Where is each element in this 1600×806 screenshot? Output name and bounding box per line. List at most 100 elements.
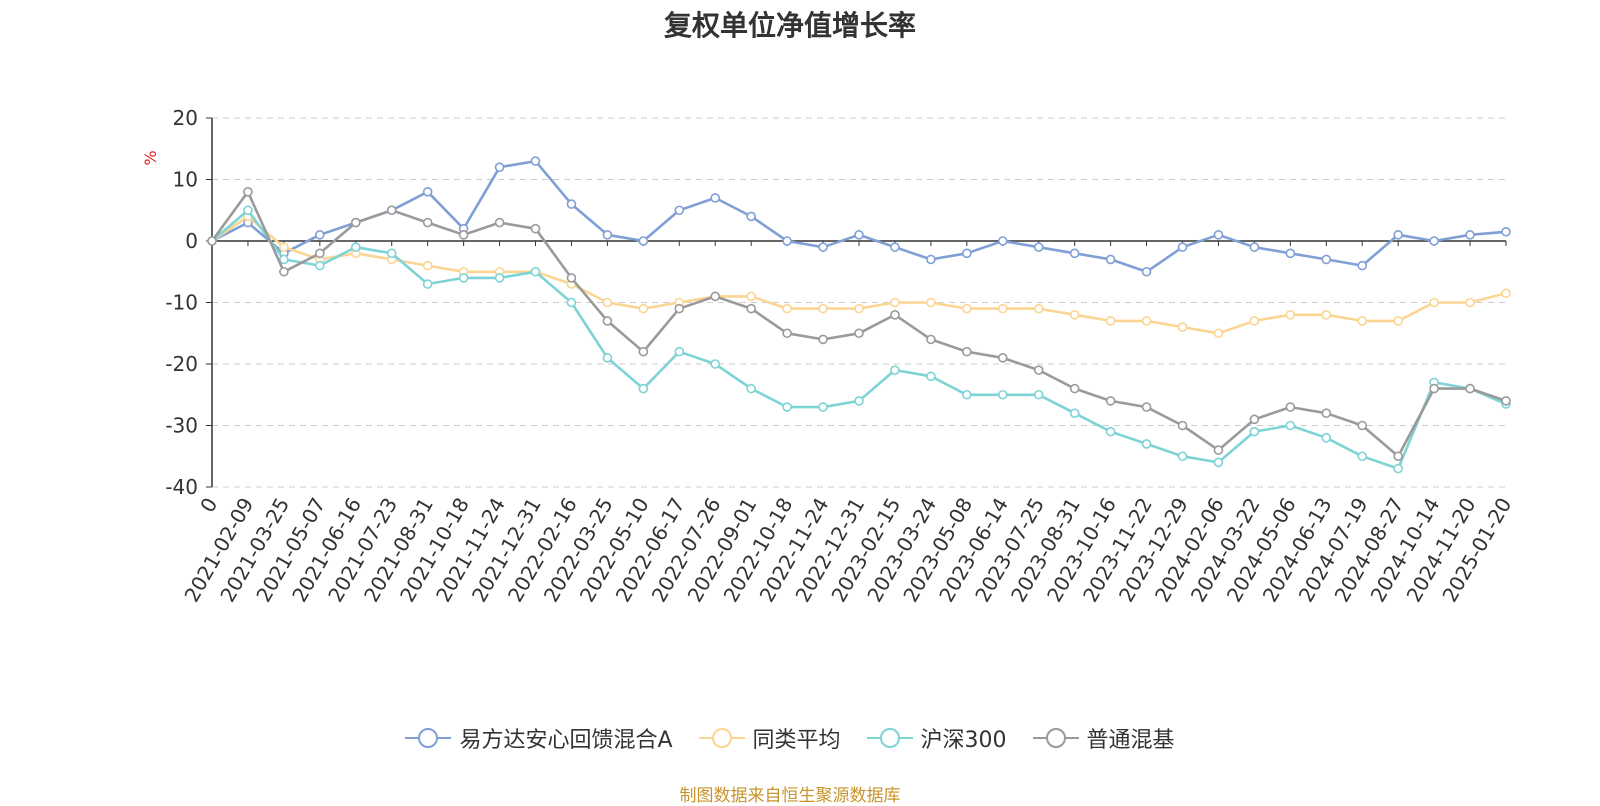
series-point — [1105, 426, 1116, 437]
series-point — [1033, 365, 1044, 375]
series-point — [315, 248, 325, 259]
series-point — [494, 217, 505, 228]
series-point — [674, 346, 685, 357]
series-point — [386, 205, 397, 216]
series-point — [566, 297, 577, 308]
series-point — [315, 260, 325, 271]
series-point — [279, 254, 289, 265]
series-point — [1393, 451, 1403, 462]
series-point — [1321, 432, 1332, 443]
series-point — [1069, 408, 1080, 419]
series-point — [710, 359, 721, 369]
y-tick-label: -40 — [165, 475, 198, 499]
series-point — [1069, 309, 1080, 320]
series-point — [458, 230, 469, 240]
series-point — [1465, 383, 1475, 394]
series-point — [422, 279, 433, 289]
series-point — [1177, 420, 1188, 431]
series-point — [1501, 396, 1511, 406]
series-point — [674, 303, 685, 314]
y-axis-label: % — [141, 150, 160, 165]
series-point — [602, 297, 613, 308]
series-point — [530, 266, 541, 277]
series-point — [422, 260, 433, 271]
series-point — [1429, 236, 1439, 246]
legend-item-4[interactable]: 普通混基 — [1032, 722, 1175, 754]
legend-line-circle-icon — [1032, 728, 1079, 748]
series-point — [962, 303, 972, 314]
series-lines — [207, 156, 1511, 474]
series-point — [1177, 242, 1188, 252]
series-point — [1069, 383, 1080, 394]
series-point — [1357, 451, 1368, 462]
series-point — [1357, 420, 1368, 431]
series-point — [350, 217, 361, 228]
series-point — [1393, 463, 1403, 474]
series-point — [1393, 316, 1403, 326]
y-tick-label: -30 — [165, 414, 198, 438]
series-point — [1033, 242, 1044, 252]
series-point — [602, 316, 613, 326]
series-point — [422, 187, 433, 197]
series-point — [1321, 309, 1332, 320]
series-point — [997, 236, 1008, 246]
series-point — [1033, 303, 1044, 314]
series-point — [1141, 266, 1152, 277]
series-point — [890, 365, 900, 375]
legend-label: 同类平均 — [752, 728, 841, 753]
series-point — [890, 309, 900, 320]
series-point — [1249, 414, 1260, 425]
series-point — [1177, 322, 1188, 332]
series-point — [746, 383, 756, 394]
series-point — [854, 396, 864, 406]
series-point — [710, 193, 721, 203]
series-point — [1213, 457, 1224, 468]
series-point — [997, 303, 1008, 314]
series-point — [818, 402, 828, 412]
legend-item-3[interactable]: 沪深300 — [866, 722, 1007, 754]
series-point — [207, 236, 217, 246]
series-point — [566, 273, 577, 283]
series-point — [854, 328, 864, 339]
source-note: 制图数据来自恒生聚源数据库 — [679, 786, 901, 806]
legend-line-circle-icon — [405, 728, 452, 748]
series-point — [997, 353, 1008, 363]
series-point — [926, 371, 936, 382]
series-point — [1501, 288, 1511, 299]
legend-item-1[interactable]: 易方达安心回馈混合A — [405, 722, 673, 754]
series-point — [782, 236, 792, 246]
series-point — [746, 211, 756, 222]
series-point — [1465, 230, 1475, 240]
x-tick-label: 0 — [195, 494, 222, 517]
series-point — [386, 248, 397, 259]
series-point — [1429, 383, 1439, 394]
series-point — [1285, 402, 1296, 412]
series-point — [1105, 254, 1116, 265]
series-point — [494, 273, 505, 283]
chart-title: 复权单位净值增长率 — [663, 9, 916, 42]
series-point — [926, 254, 936, 265]
series-point — [1141, 402, 1152, 412]
series-point — [818, 242, 828, 252]
legend-item-2[interactable]: 同类平均 — [698, 722, 841, 754]
legend-label: 沪深300 — [920, 728, 1007, 753]
series-point — [1249, 316, 1260, 326]
legend-line-circle-icon — [698, 728, 745, 748]
series-point — [566, 199, 577, 209]
series-point — [1177, 451, 1188, 462]
series-point — [1321, 254, 1332, 265]
axes — [206, 117, 1507, 488]
series-point — [1285, 248, 1296, 259]
y-tick-label: 20 — [173, 106, 198, 130]
series-point — [279, 266, 289, 277]
series-point — [926, 297, 936, 308]
series-line-3 — [211, 209, 1507, 470]
series-point — [1357, 260, 1368, 271]
series-point — [782, 328, 792, 339]
series-point — [638, 383, 649, 394]
y-tick-label: -10 — [165, 291, 198, 315]
series-point — [1357, 316, 1368, 326]
series-point — [530, 156, 541, 166]
series-point — [638, 236, 649, 246]
